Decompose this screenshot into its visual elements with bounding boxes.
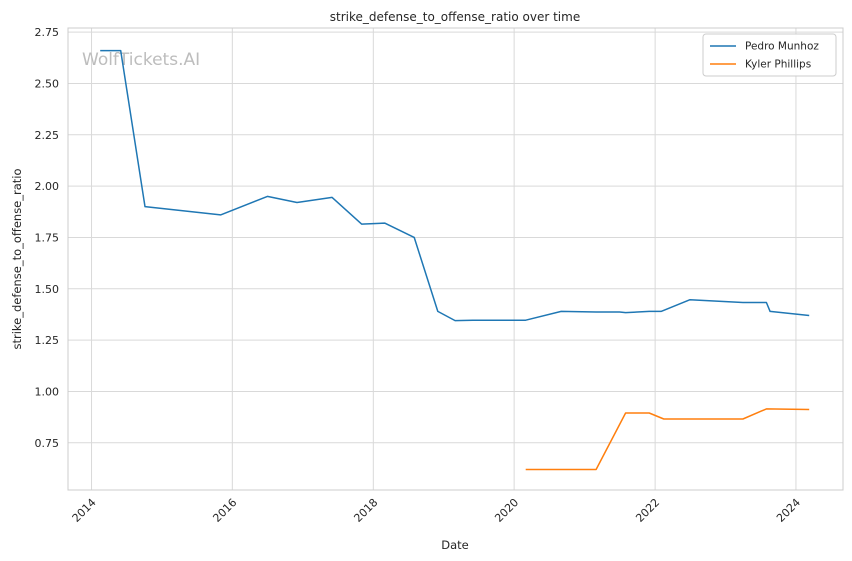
plot-frame: [67, 27, 844, 491]
y-tick-label: 1.00: [35, 385, 60, 398]
x-axis-label: Date: [441, 538, 469, 552]
y-tick-label: 2.50: [35, 77, 60, 90]
y-tick-label: 2.25: [35, 129, 60, 142]
legend: Pedro Munhoz Kyler Phillips: [702, 33, 837, 77]
watermark: WolfTickets.AI: [82, 50, 200, 70]
y-tick-label: 0.75: [35, 437, 60, 450]
chart-title: strike_defense_to_offense_ratio over tim…: [330, 10, 580, 24]
grid-lines: [68, 28, 843, 490]
y-tick-labels: 0.75 1.00 1.25 1.50 1.75 2.00 2.25 2.50 2.75: [35, 26, 60, 450]
y-tick-label: 2.00: [35, 180, 60, 193]
y-axis-label: strike_defense_to_offense_ratio: [10, 168, 24, 349]
legend-label-kyler-phillips: Kyler Phillips: [745, 59, 811, 71]
y-tick-label: 1.50: [35, 283, 60, 296]
legend-label-pedro-munhoz: Pedro Munhoz: [745, 41, 819, 53]
series-line-pedro-munhoz: [100, 49, 810, 322]
y-tick-label: 2.75: [35, 26, 60, 39]
series-line-kyler-phillips: [525, 408, 810, 471]
y-tick-label: 1.75: [35, 231, 60, 244]
legend-box: [702, 33, 837, 77]
y-tick-label: 1.25: [35, 334, 60, 347]
series-layer: [100, 49, 810, 471]
